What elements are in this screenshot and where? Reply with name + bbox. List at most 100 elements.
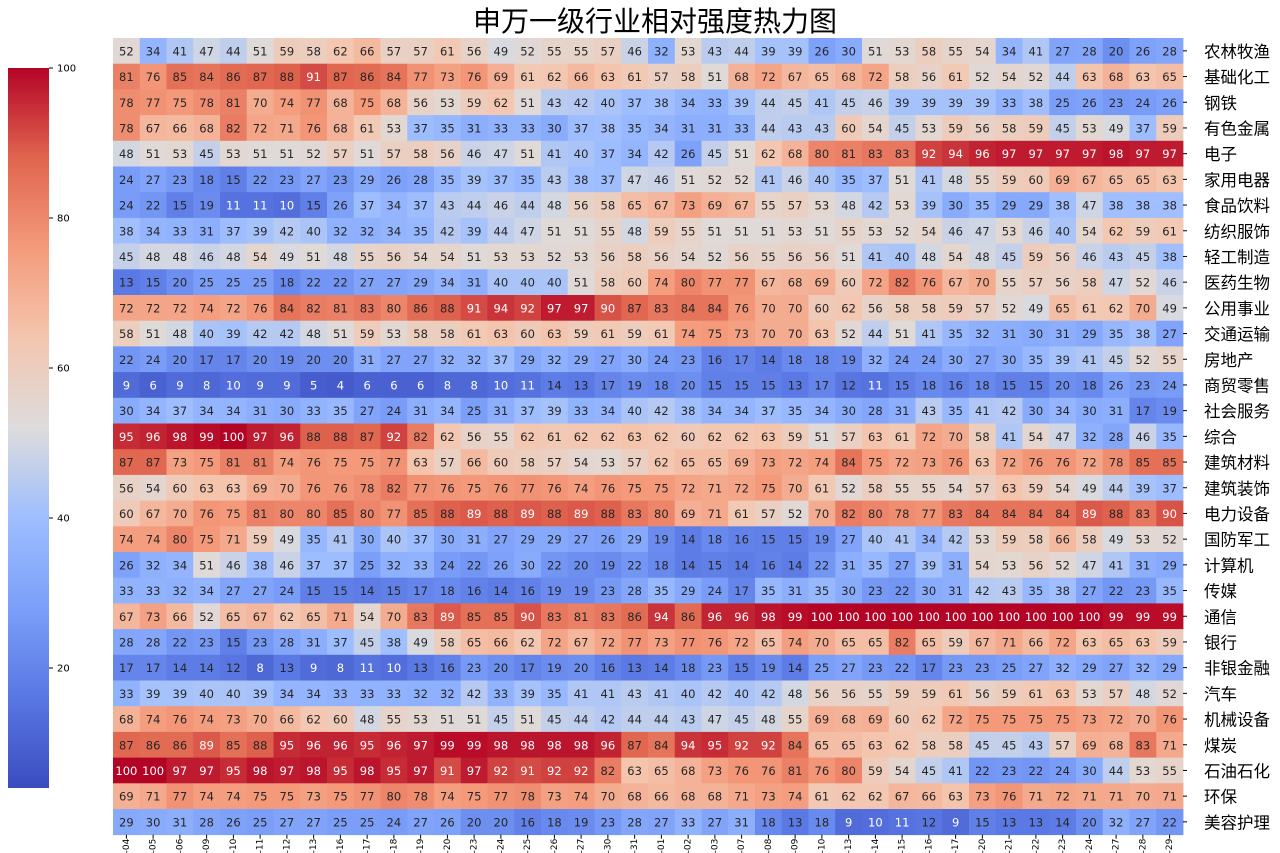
- cell-value-label: 77: [922, 507, 937, 521]
- cell-value-label: 98: [574, 738, 589, 752]
- heatmap-cell: [862, 629, 890, 656]
- cell-value-label: 61: [948, 687, 963, 701]
- cell-value-label: 34: [146, 44, 161, 58]
- heatmap-cell: [1076, 166, 1104, 193]
- cell-value-label: 35: [1109, 327, 1124, 341]
- cell-value-label: 19: [815, 533, 830, 547]
- cell-value-label: 61: [360, 121, 375, 135]
- cell-value-label: 48: [841, 199, 856, 213]
- cell-value-label: 30: [948, 353, 963, 367]
- cell-value-label: 53: [1002, 558, 1017, 572]
- heatmap-cell: [781, 809, 809, 836]
- heatmap-cell: [1129, 731, 1157, 758]
- cell-value-label: 58: [306, 44, 321, 58]
- heatmap-cell: [621, 474, 649, 501]
- heatmap-cell: [1129, 166, 1157, 193]
- cell-value-label: 18: [681, 661, 696, 675]
- heatmap-cell: [541, 89, 569, 116]
- heatmap-cell: [995, 217, 1023, 244]
- heatmap-cell: [862, 603, 890, 630]
- cell-value-label: 84: [199, 70, 214, 84]
- heatmap-cell: [969, 192, 997, 219]
- cell-value-label: 73: [734, 327, 749, 341]
- cell-value-label: 59: [360, 327, 375, 341]
- cell-value-label: 26: [1136, 44, 1151, 58]
- column-label: 03-16: [336, 838, 346, 853]
- cell-value-label: 98: [494, 738, 509, 752]
- heatmap-cell: [835, 192, 863, 219]
- heatmap-cell: [1102, 757, 1130, 784]
- column-label: 03-23: [470, 839, 480, 853]
- heatmap-cell: [541, 166, 569, 193]
- heatmap-cell: [648, 243, 676, 270]
- cell-value-label: 39: [975, 96, 990, 110]
- heatmap-cell: [1022, 166, 1050, 193]
- cell-value-label: 71: [734, 790, 749, 804]
- heatmap-cell: [487, 654, 515, 681]
- cell-value-label: 91: [467, 301, 482, 315]
- heatmap-cell: [407, 654, 435, 681]
- heatmap-cell: [434, 654, 462, 681]
- cell-value-label: 78: [119, 96, 134, 110]
- cell-value-label: 76: [306, 456, 321, 470]
- heatmap-cell: [1022, 654, 1050, 681]
- cell-value-label: 41: [173, 44, 188, 58]
- cell-value-label: 49: [280, 250, 295, 264]
- cell-value-label: 86: [226, 70, 241, 84]
- cell-value-label: 52: [306, 147, 321, 161]
- cell-value-label: 100: [998, 610, 1020, 624]
- heatmap-cell: [1049, 629, 1077, 656]
- heatmap-cell: [220, 192, 248, 219]
- heatmap-cell: [915, 243, 943, 270]
- cell-value-label: 56: [467, 44, 482, 58]
- cell-value-label: 40: [734, 687, 749, 701]
- heatmap-cell: [1156, 243, 1184, 270]
- heatmap-cell: [942, 783, 970, 810]
- heatmap-cell: [835, 423, 863, 450]
- cell-value-label: 71: [1109, 790, 1124, 804]
- heatmap-cell: [460, 243, 488, 270]
- heatmap-cell: [1076, 629, 1104, 656]
- cell-value-label: 22: [173, 635, 188, 649]
- cell-value-label: 80: [868, 507, 883, 521]
- cell-value-label: 42: [280, 327, 295, 341]
- cell-value-label: 30: [627, 353, 642, 367]
- heatmap-cell: [701, 526, 729, 553]
- cell-value-label: 6: [149, 378, 156, 392]
- heatmap-cell: [407, 166, 435, 193]
- cell-value-label: 22: [975, 764, 990, 778]
- cell-value-label: 38: [1136, 199, 1151, 213]
- cell-value-label: 68: [681, 764, 696, 778]
- heatmap-cell: [835, 654, 863, 681]
- heatmap-cell: [621, 115, 649, 142]
- heatmap-cell: [995, 192, 1023, 219]
- heatmap-cell: [434, 423, 462, 450]
- heatmap-cell: [1022, 500, 1050, 527]
- cell-value-label: 55: [574, 44, 589, 58]
- cell-value-label: 83: [895, 147, 910, 161]
- cell-value-label: 61: [1082, 301, 1097, 315]
- cell-value-label: 8: [337, 661, 344, 675]
- cell-value-label: 37: [360, 199, 375, 213]
- heatmap-cell: [942, 166, 970, 193]
- cell-value-label: 75: [360, 456, 375, 470]
- cell-value-label: 44: [868, 327, 883, 341]
- cell-value-label: 58: [922, 301, 937, 315]
- heatmap-cell: [166, 474, 194, 501]
- heatmap-cell: [380, 654, 408, 681]
- cell-value-label: 75: [708, 327, 723, 341]
- cell-value-label: 57: [601, 44, 616, 58]
- heatmap-cell: [246, 449, 274, 476]
- column-label: 04-22: [1031, 839, 1041, 853]
- heatmap-cell: [220, 783, 248, 810]
- cell-value-label: 58: [1082, 533, 1097, 547]
- heatmap-cell: [273, 757, 301, 784]
- heatmap-cell: [407, 295, 435, 322]
- heatmap-cell: [969, 680, 997, 707]
- heatmap-cell: [460, 680, 488, 707]
- heatmap-cell: [300, 809, 328, 836]
- heatmap-cell: [1129, 423, 1157, 450]
- cell-value-label: 39: [922, 199, 937, 213]
- cell-value-label: 41: [1109, 558, 1124, 572]
- heatmap-cell: [380, 217, 408, 244]
